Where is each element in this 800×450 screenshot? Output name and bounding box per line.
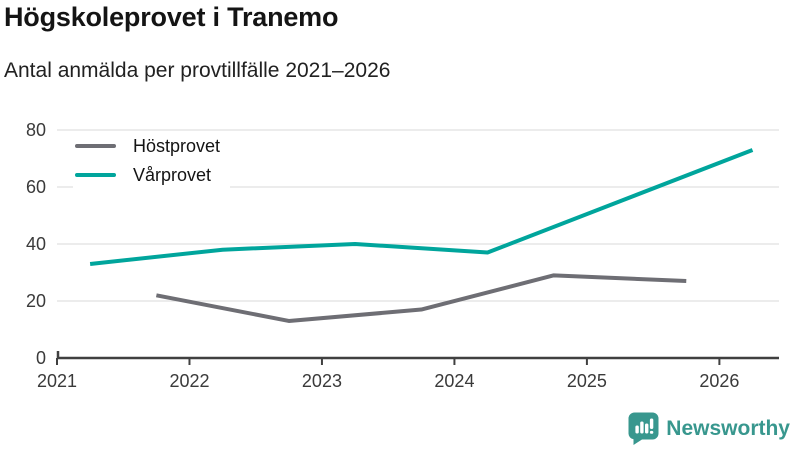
svg-text:2021: 2021 bbox=[37, 371, 77, 391]
legend-item-hostprovet: Höstprovet bbox=[75, 137, 220, 155]
chart-title: Högskoleprovet i Tranemo bbox=[4, 2, 339, 32]
svg-text:2024: 2024 bbox=[434, 371, 474, 391]
svg-text:2025: 2025 bbox=[567, 371, 607, 391]
legend-label-varprovet: Vårprovet bbox=[133, 165, 212, 185]
svg-text:60: 60 bbox=[26, 177, 46, 197]
svg-text:0: 0 bbox=[36, 348, 46, 368]
svg-text:2026: 2026 bbox=[699, 371, 739, 391]
varprovet-line-swatch bbox=[75, 173, 116, 177]
x-axis: 2021 2022 2023 2024 2025 2026 bbox=[37, 351, 779, 391]
svg-text:80: 80 bbox=[26, 120, 46, 140]
hostprovet-line-swatch bbox=[75, 144, 116, 148]
series-line bbox=[155, 273, 687, 323]
svg-text:20: 20 bbox=[26, 291, 46, 311]
legend: Höstprovet Vårprovet bbox=[73, 134, 231, 189]
y-axis-labels: 0 20 40 60 80 bbox=[26, 120, 46, 368]
legend-item-varprovet: Vårprovet bbox=[75, 166, 220, 184]
chart-subtitle: Antal anmälda per provtillfälle 2021–202… bbox=[4, 59, 391, 82]
newsworthy-icon bbox=[628, 412, 659, 445]
svg-text:2022: 2022 bbox=[169, 371, 209, 391]
series-line bbox=[89, 148, 754, 266]
svg-text:2023: 2023 bbox=[302, 371, 342, 391]
newsworthy-wordmark: Newsworthy bbox=[666, 416, 790, 440]
svg-text:40: 40 bbox=[26, 234, 46, 254]
newsworthy-logo[interactable]: Newsworthy bbox=[628, 412, 790, 445]
legend-label-hostprovet: Höstprovet bbox=[133, 136, 221, 156]
series-lines bbox=[89, 148, 754, 323]
